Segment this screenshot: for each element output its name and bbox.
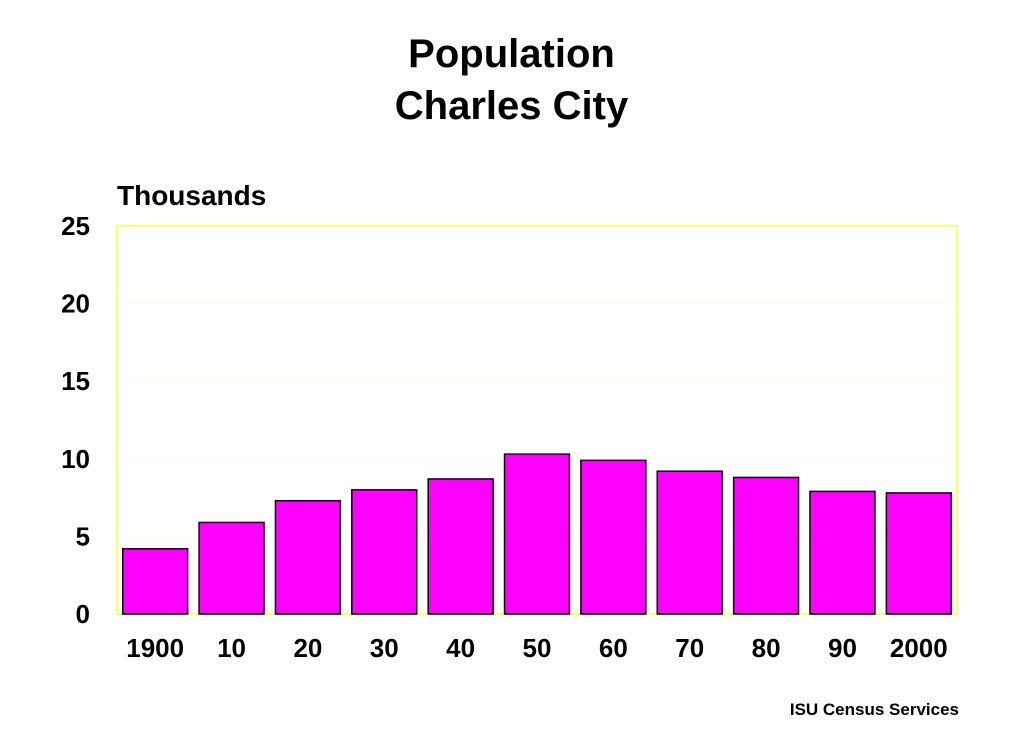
bar-50 bbox=[503, 453, 571, 615]
x-tick-label-8: 80 bbox=[752, 633, 781, 663]
x-tick-label-0: 1900 bbox=[126, 633, 184, 663]
bar-30 bbox=[351, 489, 418, 615]
bar-60 bbox=[580, 459, 647, 615]
y-tick-label-3: 15 bbox=[61, 366, 90, 396]
source-credit: ISU Census Services bbox=[789, 700, 959, 719]
x-tick-label-5: 50 bbox=[523, 633, 552, 663]
bar-20 bbox=[274, 499, 342, 615]
x-tick-label-4: 40 bbox=[446, 633, 475, 663]
bar-80 bbox=[732, 476, 800, 615]
y-tick-label-5: 25 bbox=[61, 211, 90, 241]
bar-1900 bbox=[121, 548, 189, 615]
x-tick-label-2: 20 bbox=[293, 633, 322, 663]
bar-90 bbox=[809, 490, 876, 615]
bar-40 bbox=[427, 478, 494, 615]
y-tick-label-4: 20 bbox=[61, 289, 90, 319]
y-axis-label: Thousands bbox=[117, 180, 267, 211]
chart-title: Population Charles City bbox=[0, 28, 1023, 132]
bar-2000 bbox=[885, 492, 953, 615]
x-tick-label-7: 70 bbox=[675, 633, 704, 663]
bar-70 bbox=[656, 470, 723, 615]
bar-10 bbox=[198, 521, 265, 615]
x-tick-label-1: 10 bbox=[217, 633, 246, 663]
y-tick-label-2: 10 bbox=[61, 444, 90, 474]
y-tick-label-0: 0 bbox=[76, 599, 90, 629]
chart-title-line-2: Charles City bbox=[394, 84, 629, 128]
x-tick-label-3: 30 bbox=[370, 633, 399, 663]
y-tick-label-1: 5 bbox=[76, 521, 90, 551]
x-tick-label-10: 2000 bbox=[890, 633, 948, 663]
x-tick-label-9: 90 bbox=[828, 633, 857, 663]
x-tick-label-6: 60 bbox=[599, 633, 628, 663]
chart-title-line-1: Population bbox=[408, 32, 615, 76]
